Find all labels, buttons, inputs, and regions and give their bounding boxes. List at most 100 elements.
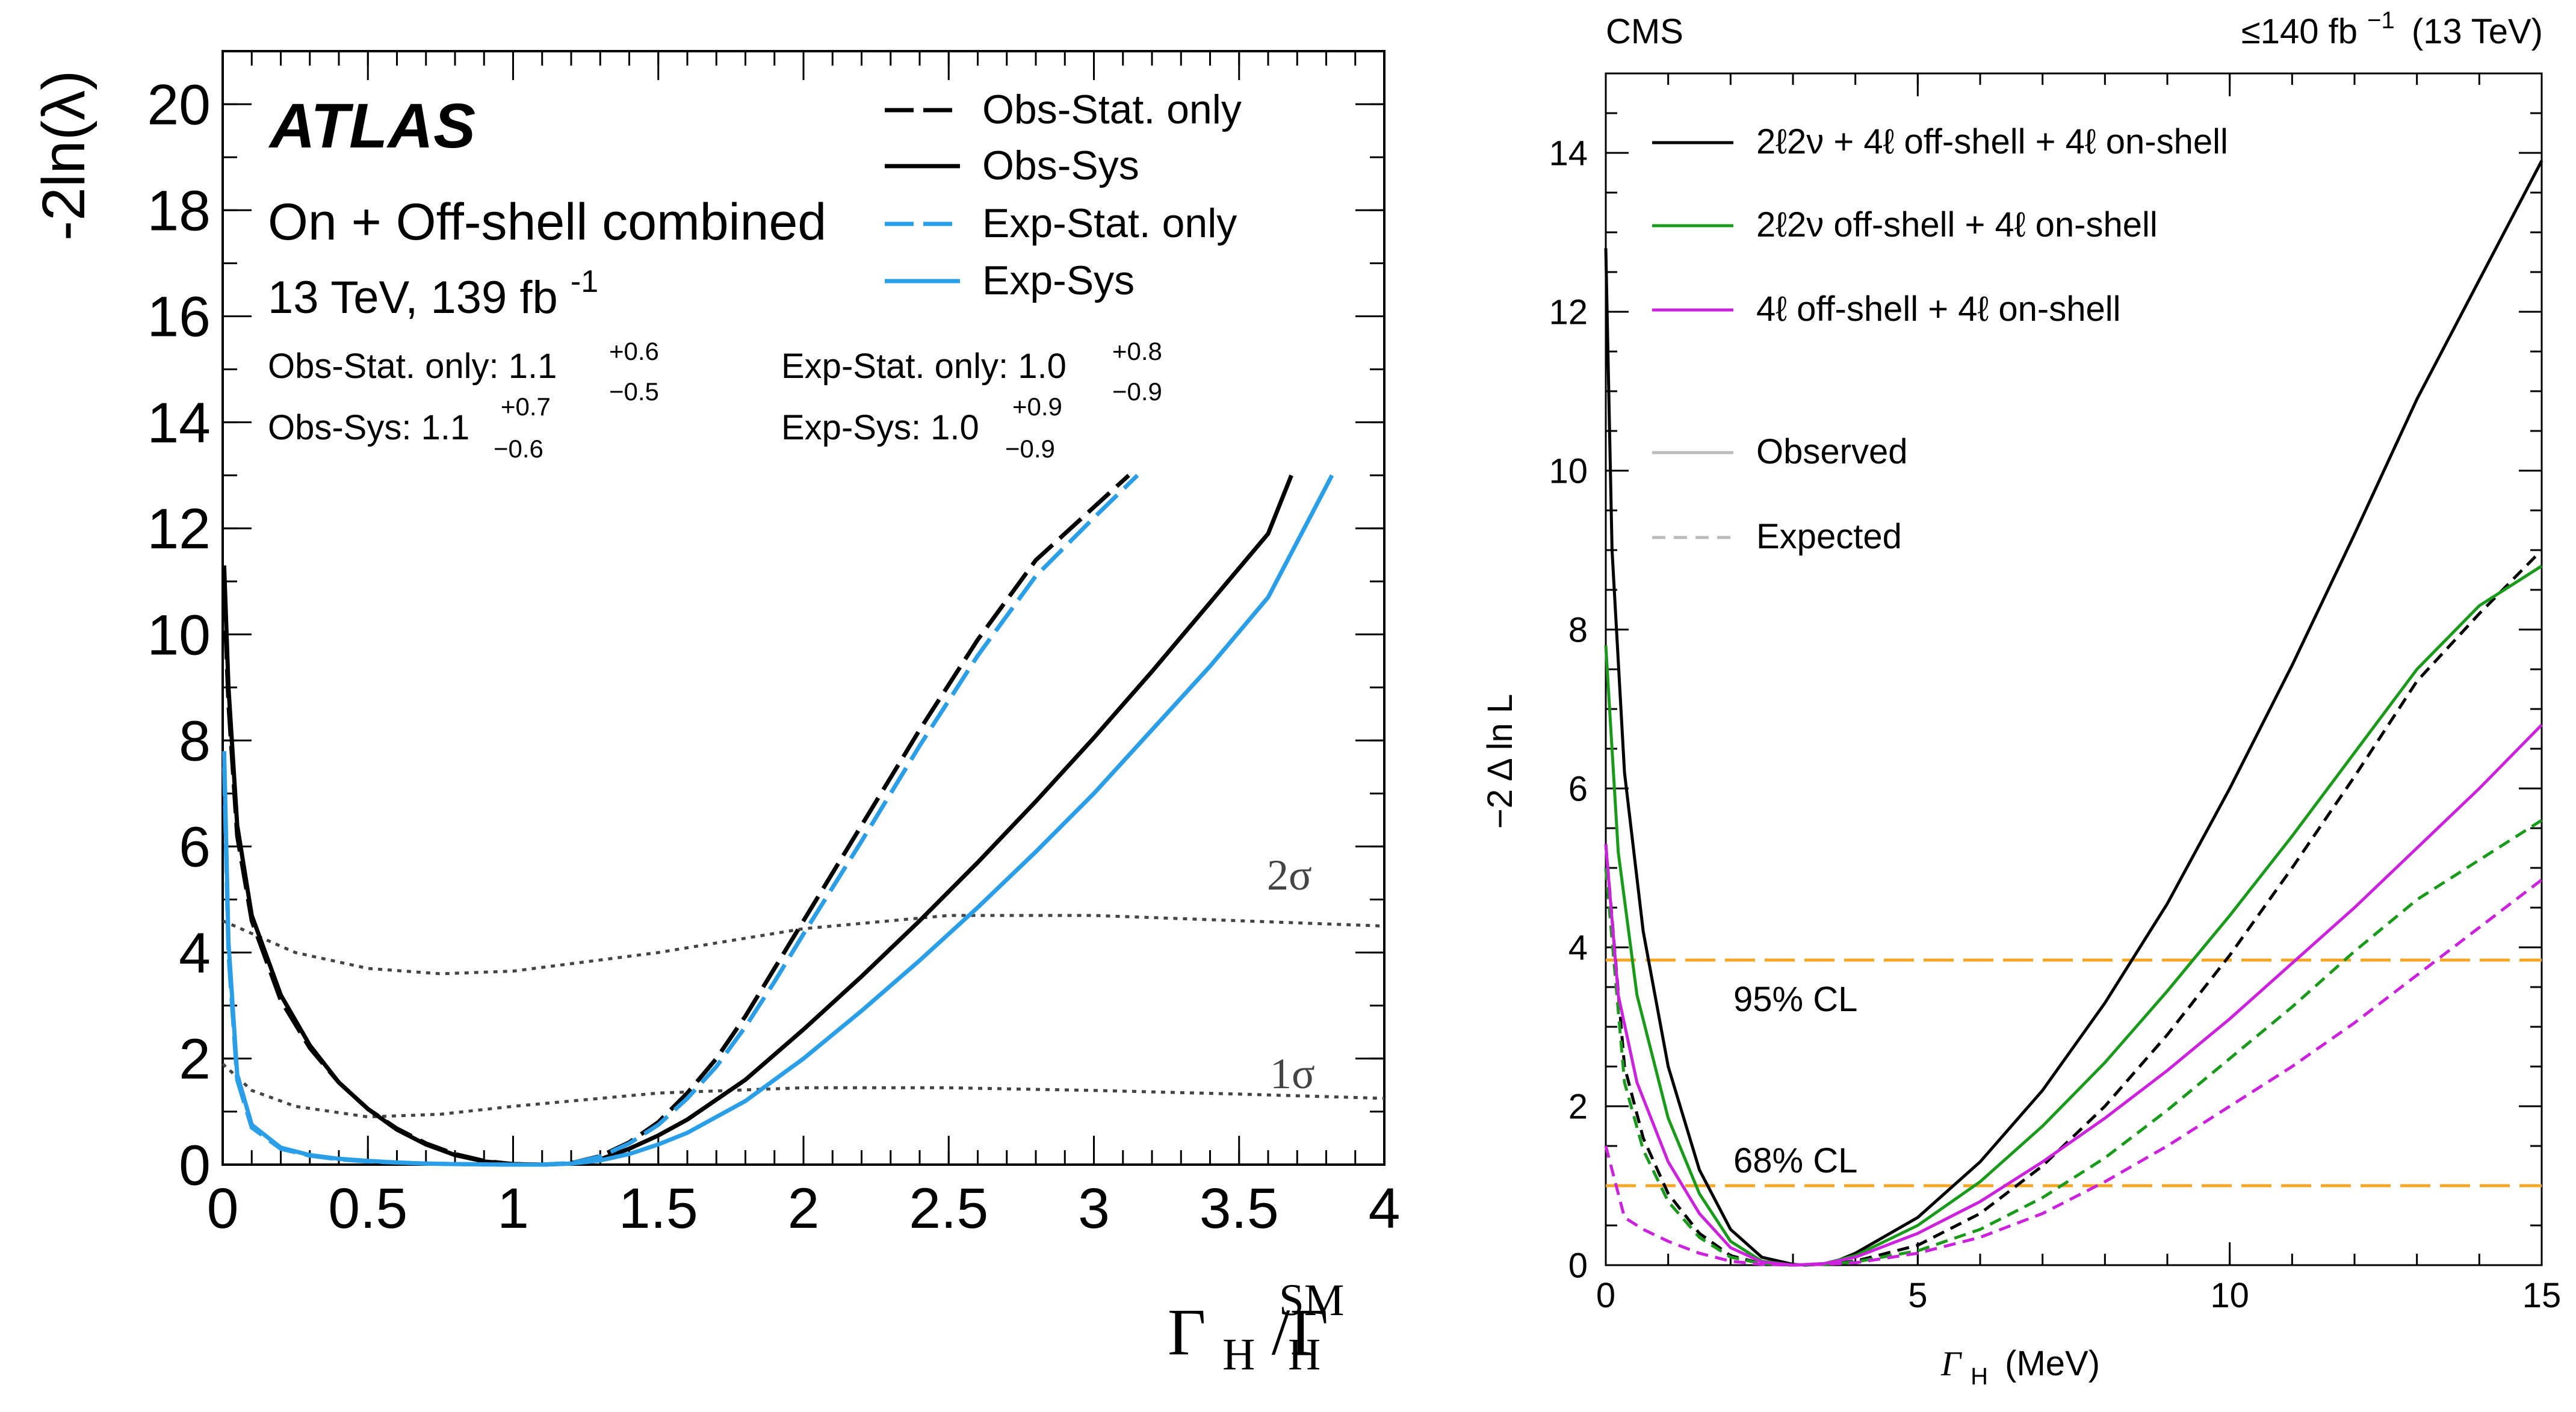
y-tick-label: 20 xyxy=(147,73,211,137)
y-tick-label: 12 xyxy=(1549,293,1588,332)
atlas-title: On + Off-shell combined xyxy=(268,193,826,251)
atlas-result-exp-stat-down: −0.9 xyxy=(1112,377,1162,406)
cms-ticks xyxy=(1605,72,2543,1266)
cms-xlabel-gamma: Γ xyxy=(1940,1344,1962,1383)
x-tick-label: 3 xyxy=(1078,1177,1110,1240)
cms-cl-lines xyxy=(1606,958,2542,1188)
legend-observed: Observed xyxy=(1756,432,1907,471)
atlas-tick-labels: 0 0.5 1 1.5 2 2.5 3 3.5 4 0 2 4 6 8 10 12 14 16 18 20 xyxy=(147,73,1400,1240)
atlas-legend: Obs-Stat. only Obs-Sys Exp-Stat. only Ex… xyxy=(885,87,1242,303)
cms-lumi-sup: −1 xyxy=(2367,7,2395,34)
atlas-result-exp-stat-up: +0.8 xyxy=(1112,337,1162,365)
cms-xlabel-sub: H xyxy=(1971,1363,1988,1390)
series-line xyxy=(221,474,1139,1167)
y-tick-label: 18 xyxy=(147,179,211,243)
x-tick-label: 1.5 xyxy=(619,1177,698,1240)
cms-chart: 0 5 10 15 0 2 4 6 8 10 12 14 CMS ≤140 fb −1 (13 TeV… xyxy=(1481,0,2561,1392)
atlas-results: Obs-Stat. only: 1.1 +0.6 −0.5 Obs-Sys: 1… xyxy=(268,337,1162,463)
atlas-2sigma-label: 2σ xyxy=(1267,851,1312,899)
atlas-xlabel-sub1: H xyxy=(1222,1330,1255,1379)
atlas-result-obs-stat-down: −0.5 xyxy=(609,377,659,406)
legend-obs-stat: Obs-Stat. only xyxy=(982,87,1242,132)
cms-legend: 2ℓ2ν + 4ℓ off-shell + 4ℓ on-shell 2ℓ2ν o… xyxy=(1652,122,2228,556)
y-tick-label: 2 xyxy=(179,1027,211,1091)
series-line xyxy=(221,474,1130,1167)
y-tick-label: 4 xyxy=(179,921,211,985)
legend-4l: 4ℓ off-shell + 4ℓ on-shell xyxy=(1756,290,2121,329)
y-tick-label: 6 xyxy=(1568,769,1588,808)
atlas-sigma-lines xyxy=(221,914,1385,1119)
cms-68cl-label: 68% CL xyxy=(1733,1141,1857,1180)
atlas-result-exp-stat: Exp-Stat. only: 1.0 xyxy=(781,347,1067,386)
atlas-series xyxy=(221,474,1334,1167)
cms-lumi-label: ≤140 fb −1 (13 TeV) xyxy=(2241,0,2543,51)
series-line xyxy=(1604,160,2543,1267)
atlas-result-obs-sys-down: −0.6 xyxy=(494,435,543,463)
sigma-line xyxy=(221,1062,1385,1119)
x-tick-label: 0 xyxy=(207,1177,239,1240)
y-tick-label: 14 xyxy=(147,391,211,455)
cms-lumi-text: ≤140 fb xyxy=(2241,12,2358,51)
legend-exp-stat: Exp-Stat. only xyxy=(982,200,1237,246)
atlas-result-obs-stat: Obs-Stat. only: 1.1 xyxy=(268,347,557,386)
x-tick-label: 4 xyxy=(1369,1177,1401,1240)
x-tick-label: 0.5 xyxy=(328,1177,407,1240)
x-tick-label: 15 xyxy=(2522,1276,2562,1315)
y-tick-label: 4 xyxy=(1568,928,1588,967)
atlas-xlabel-gamma: Γ xyxy=(1168,1295,1206,1369)
sigma-line xyxy=(221,914,1385,976)
cms-95cl-label: 95% CL xyxy=(1733,980,1857,1019)
x-tick-label: 10 xyxy=(2210,1276,2249,1315)
atlas-result-exp-sys-down: −0.9 xyxy=(1005,435,1055,463)
x-tick-label: 1 xyxy=(497,1177,529,1240)
cms-experiment-label: CMS xyxy=(1606,12,1683,51)
x-tick-label: 2 xyxy=(788,1177,820,1240)
atlas-subtitle: 13 TeV, 139 fb -1 xyxy=(268,264,598,323)
y-tick-label: 12 xyxy=(147,497,211,561)
series-line xyxy=(1604,565,2543,1267)
x-tick-label: 5 xyxy=(1908,1276,1927,1315)
cms-lumi-energy: (13 TeV) xyxy=(2412,12,2543,51)
y-tick-label: 16 xyxy=(147,285,211,349)
cms-tick-labels: 0 5 10 15 0 2 4 6 8 10 12 14 xyxy=(1549,134,2561,1315)
legend-combined: 2ℓ2ν + 4ℓ off-shell + 4ℓ on-shell xyxy=(1756,122,2228,161)
atlas-chart: 0 0.5 1 1.5 2 2.5 3 3.5 4 0 2 4 6 8 10 12 14 16 18 20 -2ln(… xyxy=(30,50,1400,1384)
atlas-xlabel-sup: SM xyxy=(1279,1275,1344,1325)
atlas-ticks xyxy=(221,50,1386,1166)
x-tick-label: 0 xyxy=(1596,1276,1615,1315)
atlas-experiment-label: ATLAS xyxy=(268,91,475,161)
atlas-result-exp-sys-up: +0.9 xyxy=(1012,392,1062,421)
y-tick-label: 10 xyxy=(1549,451,1588,491)
atlas-xlabel-sub2: H xyxy=(1288,1330,1321,1379)
series-line xyxy=(221,474,1293,1167)
x-tick-label: 3.5 xyxy=(1200,1177,1279,1240)
atlas-result-obs-stat-up: +0.6 xyxy=(609,337,659,365)
atlas-y-axis-label: -2ln(λ) xyxy=(30,70,98,241)
legend-exp-sys: Exp-Sys xyxy=(982,258,1135,303)
atlas-result-exp-sys: Exp-Sys: 1.0 xyxy=(781,408,979,447)
atlas-result-obs-sys: Obs-Sys: 1.1 xyxy=(268,408,469,447)
atlas-subtitle-sup: -1 xyxy=(571,264,598,299)
atlas-xlabel-slash: /Γ xyxy=(1272,1295,1328,1369)
y-tick-label: 14 xyxy=(1549,134,1588,173)
legend-obs-sys: Obs-Sys xyxy=(982,143,1139,188)
series-line xyxy=(1604,723,2543,1267)
y-tick-label: 2 xyxy=(1568,1087,1588,1126)
series-line xyxy=(1604,819,2543,1267)
y-tick-label: 8 xyxy=(1568,610,1588,649)
y-tick-label: 0 xyxy=(1568,1246,1588,1285)
y-tick-label: 10 xyxy=(147,603,211,667)
cms-y-axis-label: −2 Δ ln L xyxy=(1481,694,1520,829)
cms-x-axis-label: Γ H (MeV) xyxy=(1940,1344,2100,1392)
atlas-x-axis-label: Γ H /Γ xyxy=(1168,1295,1328,1384)
legend-2l2nu: 2ℓ2ν off-shell + 4ℓ on-shell xyxy=(1756,205,2158,244)
series-line xyxy=(1604,878,2543,1267)
y-tick-label: 8 xyxy=(179,709,211,773)
atlas-subtitle-text: 13 TeV, 139 fb xyxy=(268,272,558,323)
series-line xyxy=(1604,549,2543,1267)
cms-xlabel-unit: (MeV) xyxy=(2005,1344,2100,1383)
y-tick-label: 0 xyxy=(179,1133,211,1197)
legend-expected: Expected xyxy=(1756,517,1902,556)
cms-plot-frame xyxy=(1605,72,2543,1266)
